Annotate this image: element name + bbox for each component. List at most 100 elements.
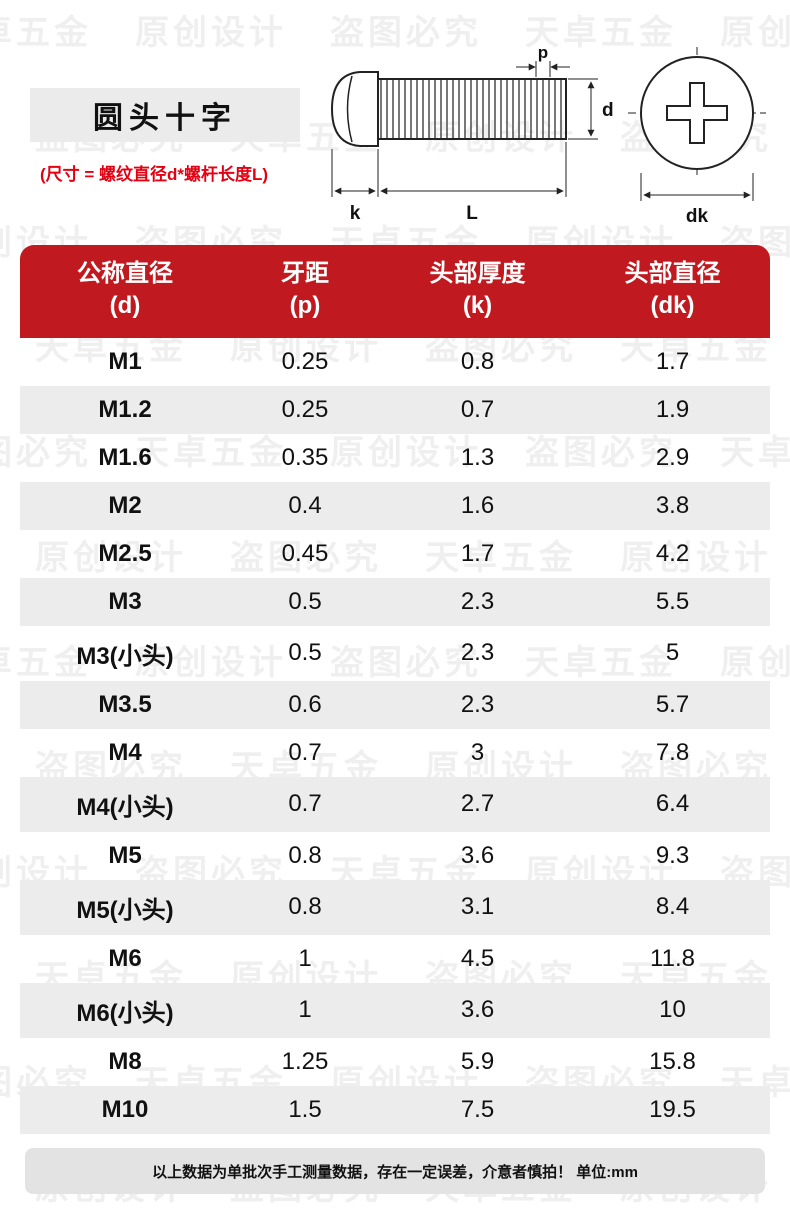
product-type-text: 圆头十字 (93, 102, 237, 135)
table-row: M5(小头) 0.8 3.1 8.4 (20, 879, 770, 935)
spec-value-cell: 9.3 (655, 841, 690, 869)
spec-value-cell: 3 (470, 738, 485, 766)
spec-value-cell: 0.8 (288, 841, 322, 869)
column-label: 头部厚度 (429, 260, 526, 287)
spec-value-cell: 2.3 (460, 587, 495, 615)
spec-value-cell: 5.9 (460, 1047, 495, 1075)
screw-side-view: p d k L (330, 45, 614, 224)
table-row: M8 1.25 5.9 15.8 (20, 1038, 770, 1086)
spec-value-cell: 10 (659, 996, 686, 1024)
spec-value-cell: 1 (298, 996, 312, 1024)
spec-value-cell: 3.1 (460, 893, 495, 921)
spec-name-cell: M10 (101, 1095, 149, 1123)
spec-name-cell: M3.5 (98, 690, 152, 718)
spec-value-cell: 2.9 (655, 443, 690, 471)
spec-value-cell: 0.6 (288, 690, 322, 718)
spec-value-cell: 2.7 (460, 790, 495, 818)
table-row: M1.6 0.35 1.3 2.9 (20, 434, 770, 482)
spec-table: 公称直径 (d) 牙距 (p) 头部厚度 (k) 头部直径 (20, 245, 770, 1134)
spec-value-cell: 0.45 (281, 539, 329, 567)
column-symbol: (dk) (650, 292, 695, 320)
disclaimer-bar: 以上数据为单批次手工测量数据，存在一定误差，介意者慎拍！ 单位:mm (25, 1148, 765, 1194)
screw-technical-drawing: p d k L (330, 45, 766, 227)
column-symbol: (d) (109, 292, 141, 320)
spec-value-cell: 11.8 (650, 944, 695, 972)
disclaimer-text: 以上数据为单批次手工测量数据，存在一定误差，介意者慎拍！ 单位:mm (152, 1163, 638, 1181)
spec-value-cell: 4.5 (460, 944, 495, 972)
spec-value-cell: 0.35 (281, 443, 329, 471)
product-type-label: 圆头十字 (30, 88, 300, 142)
spec-name-cell: M2.5 (98, 539, 152, 567)
spec-name-cell: M4 (108, 738, 142, 766)
spec-value-cell: 1 (298, 944, 312, 972)
table-row: M4(小头) 0.7 2.7 6.4 (20, 776, 770, 832)
table-row: M6 1 4.5 11.8 (20, 935, 770, 983)
spec-value-cell: 0.5 (288, 639, 322, 667)
spec-value-cell: 19.5 (649, 1095, 696, 1123)
spec-name-cell: M1.2 (98, 395, 152, 423)
spec-name-cell: M3(小头) (76, 642, 174, 670)
table-row: M6(小头) 1 3.6 10 (20, 982, 770, 1038)
table-row: M5 0.8 3.6 9.3 (20, 832, 770, 880)
spec-table-header: 公称直径 (d) 牙距 (p) 头部厚度 (k) 头部直径 (20, 245, 770, 338)
spec-value-cell: 0.8 (460, 347, 495, 375)
spec-value-cell: 1.7 (460, 539, 495, 567)
spec-value-cell: 8.4 (655, 893, 690, 921)
spec-value-cell: 3.6 (460, 841, 495, 869)
spec-value-cell: 0.7 (288, 790, 322, 818)
spec-value-cell: 2.3 (460, 690, 495, 718)
spec-value-cell: 0.25 (281, 347, 329, 375)
dimension-label-L: L (466, 203, 478, 224)
spec-name-cell: M2 (108, 491, 142, 519)
column-header-head-diameter: 头部直径 (dk) (575, 245, 770, 338)
table-row: M3(小头) 0.5 2.3 5 (20, 626, 770, 681)
spec-value-cell: 1.5 (288, 1095, 322, 1123)
spec-name-cell: M4(小头) (76, 793, 174, 821)
spec-value-cell: 7.5 (460, 1095, 495, 1123)
column-header-nominal-diameter: 公称直径 (d) (20, 245, 230, 338)
spec-name-cell: M1.6 (98, 443, 152, 471)
spec-name-cell: M1 (108, 347, 142, 375)
column-label: 公称直径 (77, 260, 173, 287)
dimension-label-k: k (350, 203, 361, 224)
table-row: M1.2 0.25 0.7 1.9 (20, 385, 770, 434)
spec-value-cell: 1.9 (655, 395, 690, 423)
column-header-head-thickness: 头部厚度 (k) (380, 245, 575, 338)
spec-value-cell: 1.3 (460, 443, 495, 471)
screw-head-front-view: dk (628, 47, 766, 227)
column-label: 牙距 (281, 260, 329, 287)
spec-value-cell: 1.7 (655, 347, 690, 375)
spec-name-cell: M5 (108, 841, 142, 869)
spec-value-cell: 5.5 (655, 587, 690, 615)
column-symbol: (k) (462, 292, 493, 320)
spec-name-cell: M6(小头) (76, 999, 174, 1027)
spec-value-cell: 5 (665, 639, 680, 667)
header-row: 公称直径 (d) 牙距 (p) 头部厚度 (k) 头部直径 (20, 245, 770, 338)
spec-value-cell: 4.2 (655, 539, 690, 567)
threaded-shank (377, 78, 567, 140)
column-header-pitch: 牙距 (p) (230, 245, 380, 338)
spec-value-cell: 3.8 (655, 491, 690, 519)
screw-head-profile (330, 71, 379, 147)
column-symbol: (p) (289, 292, 321, 320)
spec-value-cell: 2.3 (460, 639, 495, 667)
spec-value-cell: 6.4 (655, 790, 690, 818)
table-row: M10 1.5 7.5 19.5 (20, 1085, 770, 1134)
table-row: M2.5 0.45 1.7 4.2 (20, 530, 770, 578)
table-row: M2 0.4 1.6 3.8 (20, 481, 770, 530)
column-label: 头部直径 (624, 260, 721, 287)
size-formula-note: (尺寸 = 螺纹直径d*螺杆长度L) (40, 165, 269, 184)
spec-table-body: M1 0.25 0.8 1.7 M1.2 0.25 0.7 1.9 M1.6 0.35 1.3 2.9… (20, 338, 770, 1134)
table-row: M4 0.7 3 7.8 (20, 729, 770, 777)
dimension-label-d: d (602, 100, 614, 121)
spec-value-cell: 0.5 (288, 587, 322, 615)
spec-value-cell: 1.6 (460, 491, 495, 519)
spec-value-cell: 0.7 (460, 395, 495, 423)
table-row: M3 0.5 2.3 5.5 (20, 577, 770, 626)
spec-name-cell: M8 (108, 1047, 142, 1075)
table-row: M1 0.25 0.8 1.7 (20, 338, 770, 386)
spec-value-cell: 0.25 (281, 395, 329, 423)
spec-name-cell: M5(小头) (76, 896, 174, 924)
